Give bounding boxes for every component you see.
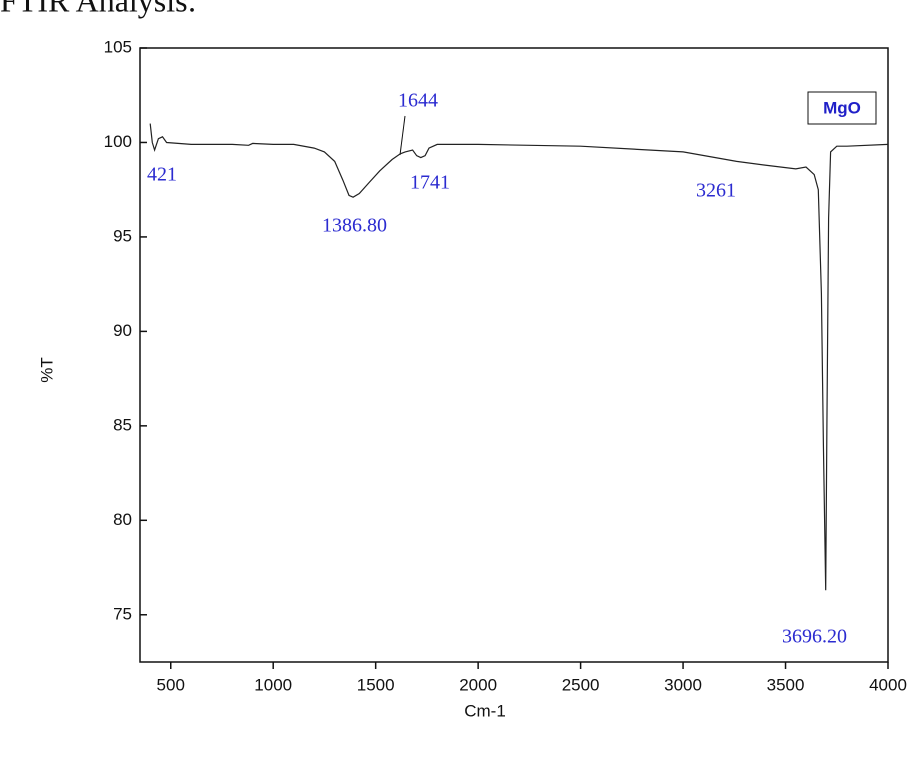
chart-title: FTIR Analysis:: [0, 0, 196, 18]
y-tick-label: 105: [104, 37, 132, 56]
peak-label: 1386.80: [322, 215, 387, 237]
x-tick-label: 1000: [254, 675, 292, 694]
peak-label: 421: [147, 164, 177, 186]
peak-label: 3261: [696, 180, 736, 202]
legend-box: [807, 91, 877, 125]
y-tick-label: 100: [104, 132, 132, 151]
leader-line: [399, 115, 406, 156]
y-tick-label: 80: [113, 510, 132, 529]
x-tick-label: 2000: [459, 675, 497, 694]
y-tick-label: 75: [113, 604, 132, 623]
x-tick-label: 500: [157, 675, 185, 694]
y-tick-label: 90: [113, 321, 132, 340]
peak-label: 3696.20: [782, 626, 847, 648]
x-tick-label: 2500: [562, 675, 600, 694]
y-tick-label: 95: [113, 226, 132, 245]
x-tick-label: 4000: [869, 675, 907, 694]
legend-label: MgO: [823, 98, 861, 117]
x-tick-label: 3000: [664, 675, 702, 694]
x-tick-label: 1500: [357, 675, 395, 694]
x-axis-label: Cm-1: [464, 701, 506, 720]
peak-label: 1741: [410, 172, 450, 194]
peak-label: 1644: [398, 90, 438, 112]
y-tick-label: 85: [113, 415, 132, 434]
y-axis-label: %T: [37, 357, 56, 383]
plot-frame: [139, 47, 889, 663]
spectrum-line: [149, 123, 889, 591]
x-tick-label: 3500: [767, 675, 805, 694]
